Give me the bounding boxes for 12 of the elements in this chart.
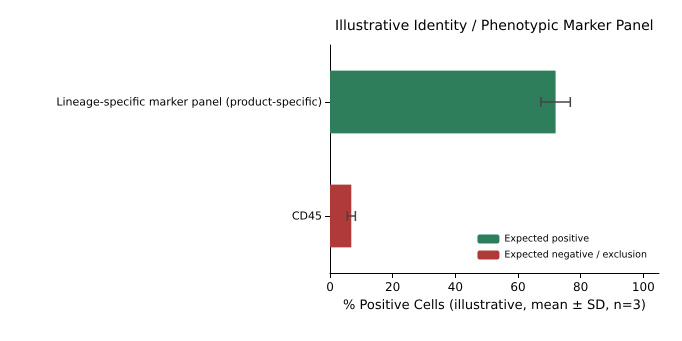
y-tick-label: Lineage-specific marker panel (product-specific): [56, 96, 322, 108]
x-tick-label: 40: [448, 280, 463, 294]
x-tick-label: 0: [326, 280, 334, 294]
legend-label: Expected positive: [504, 234, 590, 244]
y-tick-label: CD45: [292, 210, 322, 222]
x-tick-label: 20: [385, 280, 400, 294]
chart-title: Illustrative Identity / Phenotypic Marker Panel: [335, 18, 654, 34]
x-tick-label: 80: [573, 280, 588, 294]
x-tick-label: 100: [632, 280, 655, 294]
x-axis-title: % Positive Cells (illustrative, mean ± SD, n=3): [343, 298, 646, 313]
legend-label: Expected negative / exclusion: [504, 250, 648, 260]
x-tick-label: 60: [510, 280, 526, 294]
